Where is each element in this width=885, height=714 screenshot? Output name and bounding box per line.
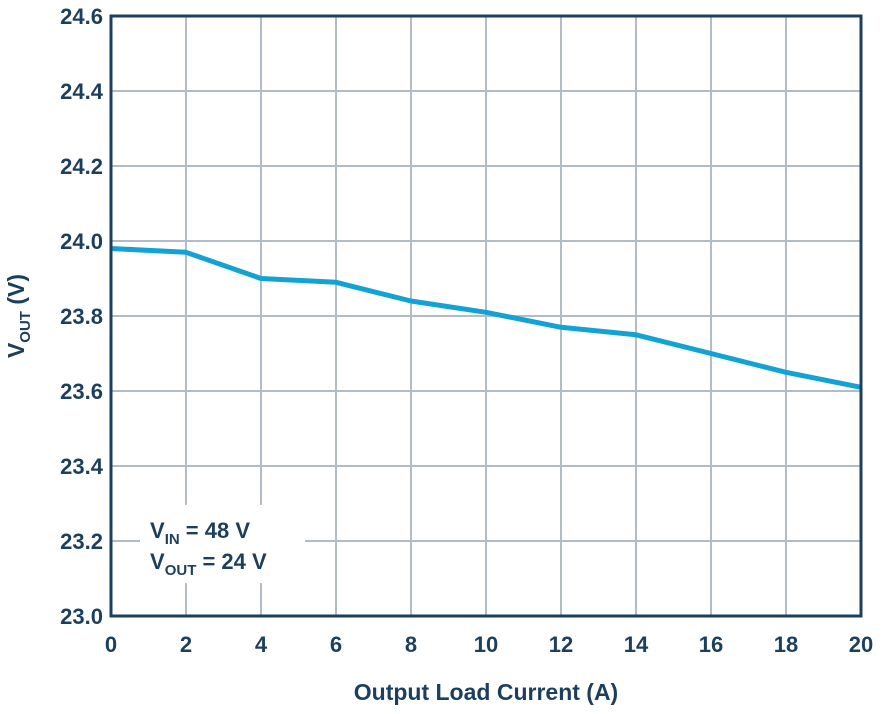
annotation-vin: VIN = 48 V [150, 518, 250, 548]
annotation-background [140, 505, 305, 583]
y-axis-title-symbol: V [3, 342, 29, 358]
y-axis-title-unit: (V) [3, 274, 29, 311]
x-tick-label: 0 [105, 632, 117, 657]
annotation-vout: VOUT = 24 V [150, 549, 267, 579]
x-tick-label: 14 [624, 632, 649, 657]
x-tick-label: 12 [549, 632, 573, 657]
x-tick-label: 4 [255, 632, 268, 657]
y-tick-label: 24.0 [60, 229, 103, 254]
x-tick-label: 2 [180, 632, 192, 657]
x-tick-label: 20 [849, 632, 873, 657]
annotation-vin-symbol: V [150, 518, 165, 543]
y-tick-label: 23.2 [60, 529, 103, 554]
x-tick-label: 8 [405, 632, 417, 657]
y-tick-label: 23.4 [60, 454, 104, 479]
x-tick-label: 18 [774, 632, 798, 657]
y-axis-title: VOUT (V) [3, 274, 34, 358]
x-axis-title: Output Load Current (A) [354, 679, 618, 705]
y-tick-label: 23.6 [60, 379, 103, 404]
annotation-vout-value: = 24 V [196, 549, 267, 574]
x-tick-label: 6 [330, 632, 342, 657]
x-tick-label: 10 [474, 632, 498, 657]
y-axis-title-subscript: OUT [17, 311, 34, 343]
y-tick-label: 24.6 [60, 4, 103, 29]
annotation-vout-symbol: V [150, 549, 165, 574]
annotation-vin-value: = 48 V [180, 518, 251, 543]
plot-frame [109, 14, 863, 618]
y-tick-labels: 23.0 23.2 23.4 23.6 23.8 24.0 24.2 24.4 24.6 [60, 4, 104, 629]
y-tick-label: 23.8 [60, 304, 103, 329]
annotation-vout-subscript: OUT [165, 562, 197, 579]
y-tick-label: 23.0 [60, 604, 103, 629]
y-tick-label: 24.4 [60, 79, 104, 104]
x-tick-labels: 0 2 4 6 8 10 12 14 16 18 20 [105, 632, 873, 657]
y-tick-label: 24.2 [60, 154, 103, 179]
x-tick-label: 16 [699, 632, 723, 657]
annotation-box: VIN = 48 V VOUT = 24 V [140, 505, 305, 583]
annotation-vin-subscript: IN [165, 531, 180, 548]
